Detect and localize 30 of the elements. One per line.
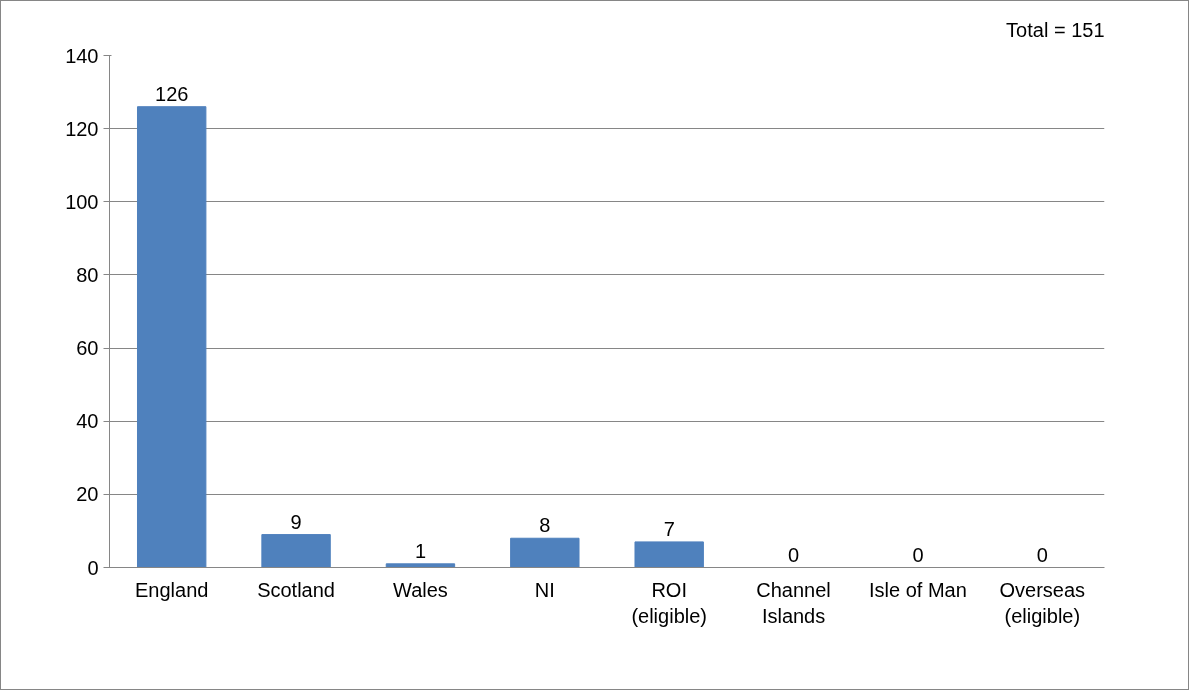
x-tick-label: Channel Islands — [756, 578, 831, 627]
y-tick-label: 120 — [65, 117, 99, 140]
x-tick-label: Wales — [393, 578, 448, 601]
y-tick-label: 140 — [65, 44, 99, 67]
y-tick-label: 0 — [87, 556, 99, 579]
y-tick-label: 60 — [76, 337, 99, 360]
x-tick-label: Isle of Man — [869, 578, 967, 601]
data-label: 0 — [788, 543, 800, 566]
x-tick-label: NI — [534, 578, 555, 601]
x-tick-label: Overseas (eligible) — [999, 578, 1086, 627]
text: Total = 151 — [1006, 18, 1105, 41]
bar — [385, 563, 456, 568]
y-tick-label: 80 — [76, 263, 99, 286]
data-label: 126 — [155, 82, 189, 105]
data-label: 9 — [290, 510, 302, 533]
bar — [634, 541, 704, 568]
data-label: 7 — [663, 517, 675, 540]
bar — [136, 106, 207, 568]
x-tick-label: Scotland — [257, 578, 335, 601]
y-tick-label: 40 — [76, 410, 99, 433]
bar — [261, 534, 331, 568]
data-label: 8 — [539, 514, 551, 537]
x-tick-label: ROI (eligible) — [631, 578, 707, 627]
data-label: 1 — [414, 539, 426, 562]
bar — [510, 537, 580, 568]
y-tick-label: 20 — [76, 483, 99, 506]
x-tick-label: England — [134, 578, 209, 601]
y-tick-label: 100 — [65, 190, 99, 213]
data-label: 0 — [912, 543, 924, 566]
data-label: 0 — [1036, 543, 1048, 566]
